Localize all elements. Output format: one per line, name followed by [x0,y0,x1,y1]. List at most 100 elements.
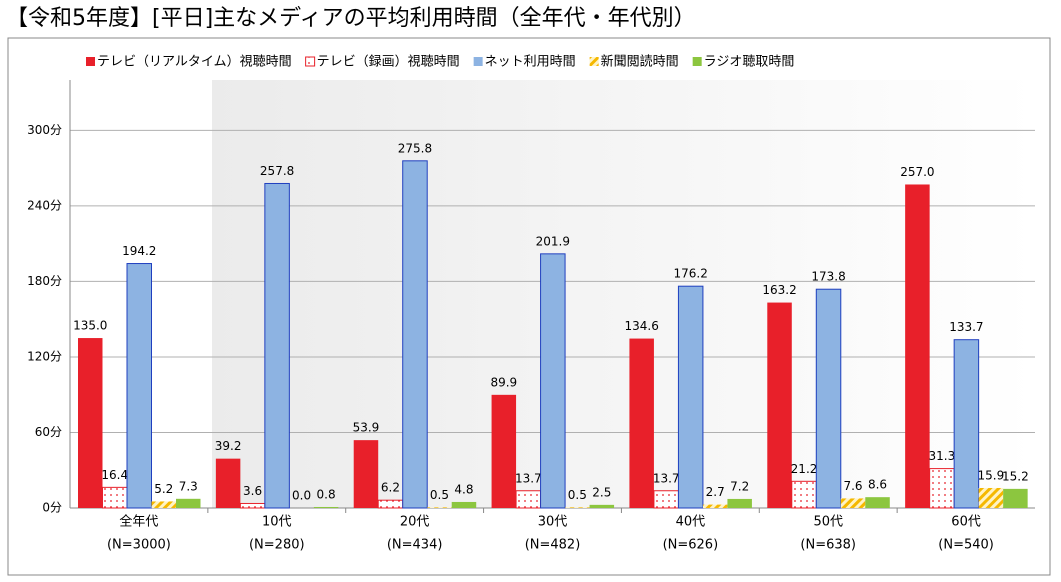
value-label: 0.5 [568,488,587,502]
y-tick-label: 0分 [42,501,62,515]
bar [905,184,930,508]
value-label: 275.8 [398,141,432,155]
value-label: 0.8 [317,487,336,501]
value-label: 6.2 [381,481,400,495]
bar [677,285,704,509]
value-label: 5.2 [154,482,173,496]
value-label: 176.2 [673,267,707,281]
value-label: 3.6 [243,484,262,498]
value-label: 4.8 [454,482,473,496]
x-tick-sublabel: (N=3000) [107,538,171,553]
bar [840,498,866,508]
x-tick-sublabel: (N=638) [800,538,856,553]
value-label: 2.7 [706,485,725,499]
value-label: 163.2 [762,283,796,297]
legend-swatch [692,57,702,66]
plot-shade [212,80,1035,508]
value-label: 257.0 [900,165,934,179]
x-tick-sublabel: (N=280) [249,538,305,553]
value-label: 0.5 [430,488,449,502]
value-label: 135.0 [73,319,107,333]
bar [978,487,1004,508]
x-tick-label: 50代 [813,515,843,530]
value-label: 21.2 [791,462,818,476]
bar [427,507,452,508]
legend-swatch [86,57,95,66]
y-tick-label: 120分 [27,349,62,363]
y-tick-label: 180分 [27,274,62,288]
x-tick-sublabel: (N=434) [387,538,443,553]
legend-label: ネット利用時間 [485,55,576,70]
bar [313,506,339,508]
bar [264,182,290,509]
value-label: 194.2 [122,244,156,258]
value-label: 2.5 [592,485,611,499]
x-tick-label: 60代 [951,515,981,530]
value-label: 39.2 [215,439,242,453]
x-tick-label: 30代 [538,515,568,530]
bar [727,498,752,508]
legend-swatch [305,56,316,67]
bar [702,504,728,508]
value-label: 0.0 [292,489,311,503]
x-tick-label: 10代 [262,515,292,530]
value-label: 7.6 [843,479,862,493]
x-tick-sublabel: (N=482) [525,538,581,553]
bar [176,498,201,508]
bar [215,458,241,508]
bar [589,504,615,508]
bar [540,253,566,509]
legend-label: テレビ（録画）視聴時間 [317,55,460,70]
legend-label: テレビ（リアルタイム）視聴時間 [97,55,292,70]
bar [402,160,428,509]
value-label: 13.7 [515,471,542,485]
value-label: 7.2 [730,479,749,493]
bar [653,490,679,509]
value-label: 16.4 [101,468,128,482]
bar [929,468,955,509]
value-label: 201.9 [536,234,570,248]
value-label: 31.3 [929,449,956,463]
value-label: 53.9 [353,421,380,435]
value-label: 257.8 [260,164,294,178]
value-label: 89.9 [490,375,517,389]
y-tick-label: 300分 [27,123,62,137]
chart-frame [7,37,1051,576]
x-tick-label: 20代 [400,515,430,530]
bar [865,497,890,508]
bar [451,501,477,508]
bar [377,499,404,509]
chart-title: 【令和5年度】[平日]主なメディアの平均利用時間（全年代・年代別） [6,6,696,31]
value-label: 13.7 [653,471,680,485]
legend-swatch [589,57,599,66]
legend-label: 新聞閲読時間 [601,54,679,70]
bar [791,480,817,509]
bar [565,507,590,508]
bar [151,501,176,508]
bar [629,338,654,508]
bar [491,394,517,508]
value-label: 15.2 [1002,469,1029,483]
bar [515,490,542,509]
x-tick-sublabel: (N=626) [663,538,719,553]
value-label: 7.3 [179,479,198,493]
legend-label: ラジオ聴取時間 [704,55,795,70]
bar [953,339,980,509]
bar [78,338,103,508]
x-tick-label: 全年代 [119,514,158,530]
y-tick-label: 240分 [27,198,62,212]
bar [1003,488,1028,508]
bar [353,440,379,508]
legend-swatch [473,57,483,66]
x-tick-sublabel: (N=540) [938,538,994,553]
bar [102,486,128,509]
value-label: 8.6 [868,478,887,492]
bar [767,302,792,508]
value-label: 173.8 [811,270,845,284]
y-tick-label: 60分 [35,425,62,439]
bar [126,263,152,509]
x-tick-label: 40代 [676,515,706,530]
bar [815,288,842,509]
